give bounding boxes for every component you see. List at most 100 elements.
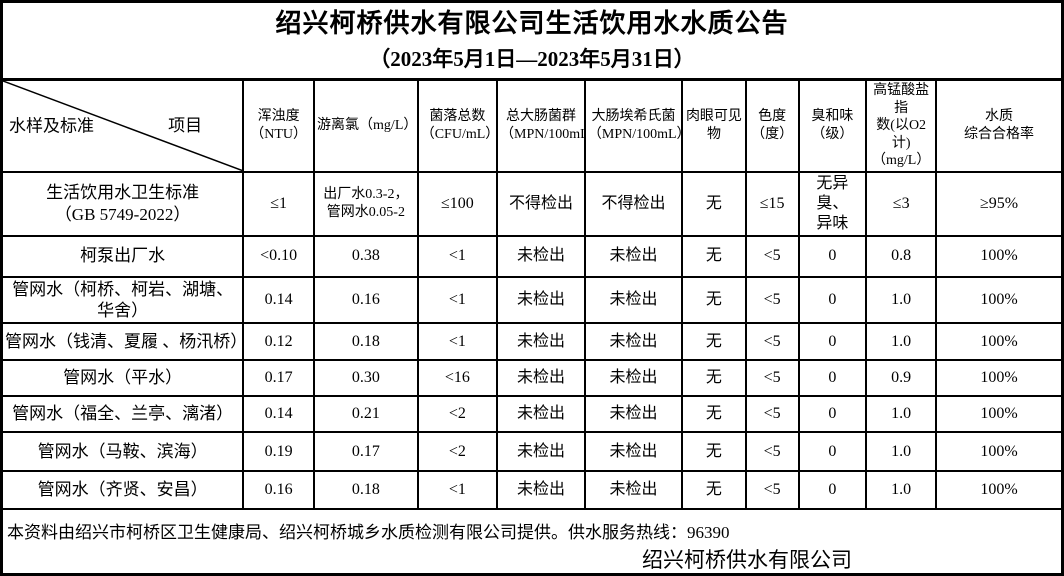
value-cell: 100% bbox=[935, 359, 1061, 397]
value-cell: <5 bbox=[744, 431, 800, 472]
footer: 本资料由绍兴市柯桥区卫生健康局、绍兴柯桥城乡水质检测有限公司提供。供水服务热线：… bbox=[3, 510, 1061, 573]
table-row: 管网水（福全、兰亭、漓渚） 0.14 0.21 <2 未检出 未检出无 <5 0 1.0 100% bbox=[3, 395, 1061, 433]
value-cell: 0 bbox=[797, 275, 868, 324]
value-cell: 100% bbox=[935, 234, 1061, 278]
footer-note: 本资料由绍兴市柯桥区卫生健康局、绍兴柯桥城乡水质检测有限公司提供。供水服务热线：… bbox=[7, 523, 730, 542]
value-cell: <0.10 bbox=[242, 234, 316, 278]
value-cell: 出厂水0.3-2， 管网水0.05-2 bbox=[313, 170, 419, 237]
value-cell: 不得检出 bbox=[496, 170, 586, 237]
value-cell: 1.0 bbox=[865, 470, 938, 510]
value-cell: 100% bbox=[935, 395, 1061, 433]
value-cell: 1.0 bbox=[865, 395, 938, 433]
value-cell: 未检出 bbox=[496, 395, 586, 433]
company-name: 绍兴柯桥供水有限公司 bbox=[642, 548, 852, 572]
value-cell: 100% bbox=[935, 431, 1061, 472]
value-cell: ≤100 bbox=[416, 170, 499, 237]
value-cell: 未检出 bbox=[496, 470, 586, 510]
value-cell: 未检出 bbox=[583, 359, 684, 397]
value-cell: 1.0 bbox=[865, 431, 938, 472]
column-header-free-chlorine: 游离氯（mg/L） bbox=[313, 79, 419, 173]
value-cell: <16 bbox=[416, 359, 499, 397]
column-header-permanganate: 高锰酸盐指 数(以O2计) （mg/L） bbox=[865, 79, 938, 173]
column-header-ecoli: 大肠埃希氏菌 （MPN/100mL） bbox=[583, 79, 684, 173]
value-cell: <1 bbox=[416, 470, 499, 510]
table-row: 管网水（钱清、夏履 、杨汛桥） 0.12 0.18 <1 未检出 未检出无 <5 0 1.0 10… bbox=[3, 322, 1061, 361]
value-cell: 未检出 bbox=[496, 431, 586, 472]
value-cell: 0.9 bbox=[865, 359, 938, 397]
value-cell: 无 bbox=[681, 395, 747, 433]
column-header-visible-matter: 肉眼可见物 bbox=[681, 79, 747, 173]
value-cell: 未检出 bbox=[583, 431, 684, 472]
value-cell: 无 bbox=[681, 359, 747, 397]
value-cell: <5 bbox=[744, 322, 800, 361]
value-cell: 未检出 bbox=[583, 470, 684, 510]
value-cell: 无异臭、 异味 bbox=[797, 170, 868, 237]
value-cell: <5 bbox=[744, 470, 800, 510]
value-cell: <5 bbox=[744, 359, 800, 397]
value-cell: 0.16 bbox=[242, 470, 316, 510]
column-header-total-coliform: 总大肠菌群 （MPN/100mL） bbox=[496, 79, 586, 173]
value-cell: 未检出 bbox=[496, 322, 586, 361]
value-cell: 0.8 bbox=[865, 234, 938, 278]
value-cell: <2 bbox=[416, 395, 499, 433]
corner-label-items: 项目 bbox=[168, 115, 203, 135]
value-cell: 0.21 bbox=[313, 395, 419, 433]
column-header-colony-count: 菌落总数 （CFU/mL） bbox=[416, 79, 499, 173]
value-cell: 0.18 bbox=[313, 322, 419, 361]
sample-name-cell: 管网水（钱清、夏履 、杨汛桥） bbox=[3, 322, 245, 361]
header-row: 水样及标准 项目 浑浊度 （NTU） 游离氯（mg/L） 菌落总数 （CFU/m… bbox=[3, 79, 1061, 173]
value-cell: ≥95% bbox=[935, 170, 1061, 237]
value-cell: 100% bbox=[935, 322, 1061, 361]
value-cell: 0.18 bbox=[313, 470, 419, 510]
value-cell: 0.12 bbox=[242, 322, 316, 361]
sample-name-cell: 管网水（齐贤、安昌） bbox=[3, 470, 245, 510]
value-cell: 无 bbox=[681, 275, 747, 324]
value-cell: 0 bbox=[797, 470, 868, 510]
table-row: 生活饮用水卫生标准 （GB 5749-2022） ≤1 出厂水0.3-2， 管网水0… bbox=[3, 170, 1061, 237]
value-cell: 100% bbox=[935, 275, 1061, 324]
column-header-pass-rate: 水质 综合合格率 bbox=[935, 79, 1061, 173]
date-range-subtitle: （2023年5月1日—2023年5月31日） bbox=[369, 46, 695, 71]
value-cell: 未检出 bbox=[496, 234, 586, 278]
value-cell: 1.0 bbox=[865, 275, 938, 324]
value-cell: 0 bbox=[797, 322, 868, 361]
value-cell: 0.17 bbox=[313, 431, 419, 472]
value-cell: 0.19 bbox=[242, 431, 316, 472]
diagonal-divider bbox=[3, 81, 242, 171]
value-cell: 1.0 bbox=[865, 322, 938, 361]
sample-name-cell: 管网水（平水） bbox=[3, 359, 245, 397]
title-block: 绍兴柯桥供水有限公司生活饮用水水质公告 （2023年5月1日—2023年5月31… bbox=[3, 3, 1061, 78]
value-cell: 未检出 bbox=[496, 359, 586, 397]
table-row: 管网水（齐贤、安昌） 0.16 0.18 <1 未检出 未检出无 <5 0 1.0 100% bbox=[3, 470, 1061, 510]
value-cell: 无 bbox=[681, 431, 747, 472]
column-header-odor-taste: 臭和味 （级） bbox=[797, 79, 868, 173]
value-cell: ≤1 bbox=[242, 170, 316, 237]
value-cell: <1 bbox=[416, 234, 499, 278]
value-cell: 0.38 bbox=[313, 234, 419, 278]
value-cell: 无 bbox=[681, 322, 747, 361]
table-row: 管网水（柯桥、柯岩、湖塘、华舍） 0.14 0.16 <1 未检出 未检出无 <5 0 1.0 1… bbox=[3, 275, 1061, 324]
sample-name-cell: 管网水（马鞍、滨海） bbox=[3, 431, 245, 472]
value-cell: ≤15 bbox=[744, 170, 800, 237]
value-cell: <5 bbox=[744, 275, 800, 324]
value-cell: 0 bbox=[797, 359, 868, 397]
corner-label-samples: 水样及标准 bbox=[9, 116, 94, 136]
sample-name-cell: 生活饮用水卫生标准 （GB 5749-2022） bbox=[3, 170, 245, 237]
value-cell: 100% bbox=[935, 470, 1061, 510]
value-cell: 不得检出 bbox=[583, 170, 684, 237]
sample-name-cell: 管网水（柯桥、柯岩、湖塘、华舍） bbox=[3, 275, 245, 324]
value-cell: <5 bbox=[744, 395, 800, 433]
page-title: 绍兴柯桥供水有限公司生活饮用水水质公告 bbox=[275, 9, 789, 39]
value-cell: 0.30 bbox=[313, 359, 419, 397]
value-cell: 未检出 bbox=[583, 234, 684, 278]
column-header-chroma: 色度 （度） bbox=[744, 79, 800, 173]
value-cell: <5 bbox=[744, 234, 800, 278]
value-cell: 0.14 bbox=[242, 275, 316, 324]
value-cell: 0 bbox=[797, 431, 868, 472]
value-cell: 无 bbox=[681, 234, 747, 278]
sample-name-cell: 管网水（福全、兰亭、漓渚） bbox=[3, 395, 245, 433]
table-row: 管网水（马鞍、滨海） 0.19 0.17 <2 未检出 未检出无 <5 0 1.0 100% bbox=[3, 431, 1061, 472]
value-cell: 未检出 bbox=[583, 275, 684, 324]
corner-header-cell: 水样及标准 项目 bbox=[3, 79, 245, 173]
